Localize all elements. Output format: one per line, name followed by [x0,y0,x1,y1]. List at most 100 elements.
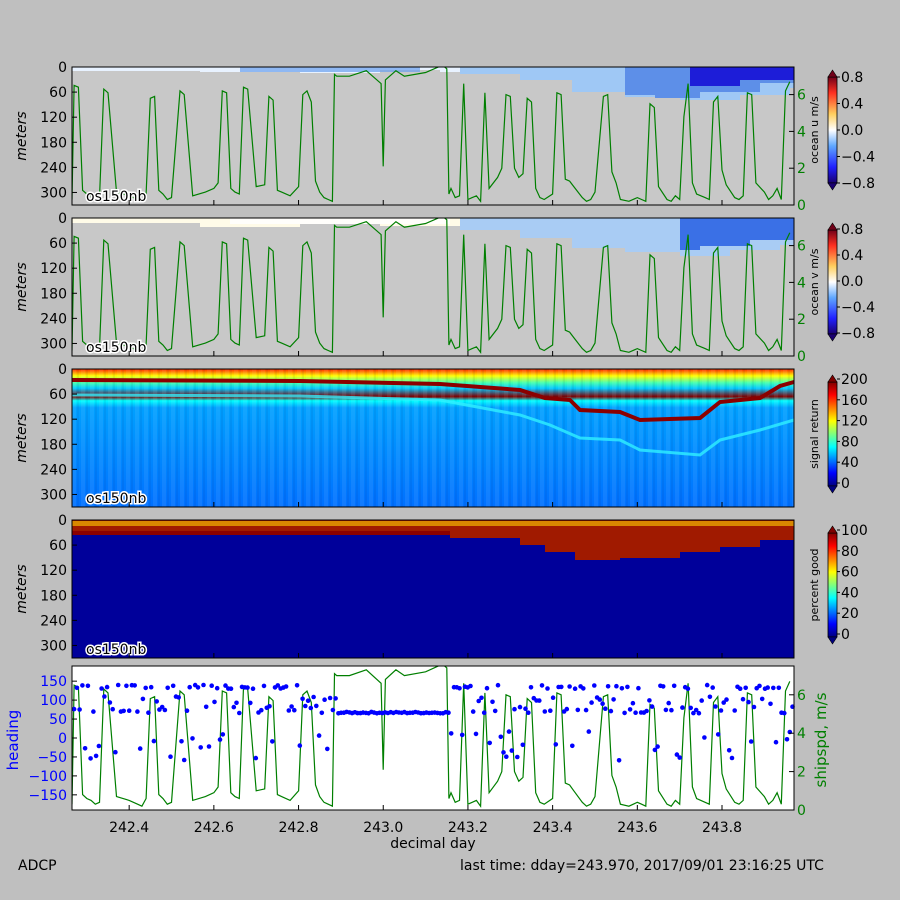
heading-point [548,708,553,713]
shipspd-right-ticks: 6 4 2 0 [789,688,806,819]
heading-point [124,683,129,689]
heading-point [91,709,96,714]
colorbar-tick-label: 0.0 [841,123,863,139]
heading-point [647,698,652,703]
heading-point [162,707,168,713]
percent-good-colorbar-min-arrow [827,636,838,645]
x-tick-label: 243.2 [448,820,488,836]
heading-point [663,707,669,713]
heading-point [190,736,195,741]
heading-point [707,694,713,700]
ocean-u-colorbar-ticks: 0.8 0.4 0.0 −0.4 −0.8 [837,70,875,192]
heading-point [176,695,181,700]
x-tick-label: 243.8 [702,820,742,836]
heading-point [165,685,170,691]
colorbar-tick-label: 80 [841,434,859,450]
heading-point [575,707,581,713]
heading-point [286,708,292,713]
heading-point [691,710,696,716]
heading-point [88,756,93,761]
heading-point [457,686,462,691]
heading-point [724,697,729,702]
signal-return-colorbar-ticks: 200 160 120 80 40 0 [837,372,868,492]
heading-point [237,710,242,716]
panel-percent-good: os150nb meters 0 60 120 180 240 300 100 80 60 40… [14,513,868,660]
heading-point [259,707,264,713]
heading-point [630,700,636,706]
y-tick-label: 0 [58,211,67,227]
heading-point [655,744,660,749]
heading-point [179,739,184,744]
y-tick-label: 120 [40,563,67,579]
heading-point [270,739,275,744]
heading-point [484,685,490,691]
heading-point [104,684,110,690]
ocean-u-colorbar: 0.8 0.4 0.0 −0.4 −0.8 ocean u m/s [808,69,875,192]
colorbar-tick-label: 100 [841,523,868,539]
colorbar-tick-label: 0 [841,627,850,643]
heading-point [181,757,187,763]
footer-last-time: last time: dday=243.970, 2017/09/01 23:1… [460,858,824,874]
signal-return-instrument-label: os150nb [86,491,146,507]
y-tick-label: 300 [40,638,67,654]
x-tick-label: 243.4 [533,820,573,836]
heading-point [231,704,237,710]
x-tick-label: 242.8 [279,820,319,836]
heading-point [85,683,91,689]
colorbar-tick-label: 20 [841,606,859,622]
right-tick-label: 4 [797,726,806,742]
heading-point [586,729,592,734]
heading-point [542,709,548,714]
signal-return-texture [72,369,794,507]
y-tick-label: 0 [58,60,67,76]
heading-point [168,754,173,759]
heading-point [245,685,250,690]
heading-point [597,697,603,702]
signal-return-second-echo [71,393,795,457]
x-tick-label: 242.4 [109,820,149,836]
colorbar-tick-label: 0.0 [841,274,863,290]
colorbar-tick-label: 120 [841,414,868,430]
heading-tick-label: 50 [49,712,67,728]
heading-point [289,704,294,709]
x-tick-label: 242.6 [194,820,234,836]
heading-point [605,684,611,689]
heading-point [170,683,176,689]
heading-point [649,704,655,709]
ocean-v-colorbar-bar [827,229,838,335]
heading-tick-label: −50 [37,750,67,766]
heading-point [294,683,300,688]
y-tick-label: 300 [40,185,67,201]
percent-good-colorbar-label: percent good [808,548,821,621]
colorbar-tick-label: 40 [841,585,859,601]
heading-point [322,697,327,702]
heading-point [773,739,779,745]
heading-point [234,700,239,706]
y-tick-label: 120 [40,110,67,126]
heading-point [504,754,509,759]
right-tick-label: 4 [797,124,806,140]
percent-good-high-region [72,520,794,560]
heading-point [660,684,666,689]
heading-point [459,732,465,738]
signal-return-ylabel: meters [14,413,30,462]
heading-point [520,742,526,748]
ocean-u-ylabel: meters [14,111,30,160]
heading-point [523,706,528,711]
signal-return-colorbar-min-arrow [827,485,838,494]
y-tick-label: 300 [40,487,67,503]
heading-point [220,732,226,737]
heading-point [501,750,506,755]
heading-point [737,686,743,691]
heading-point [102,694,107,699]
percent-good-yticks: 0 60 120 180 240 300 [40,513,77,654]
heading-point [721,700,726,705]
heading-point [693,707,699,713]
heading-point [732,708,737,713]
colorbar-tick-label: 0 [841,476,850,492]
heading-point [473,731,479,737]
heading-point [572,686,578,691]
panel-ocean-u-frame [71,66,795,206]
y-tick-label: 60 [49,85,67,101]
